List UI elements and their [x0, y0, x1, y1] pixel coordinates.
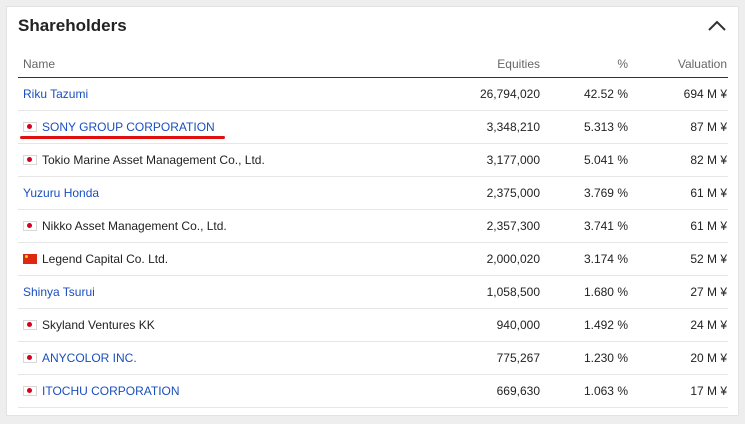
table-row: Yuzuru Honda 2,375,000 3.769 % 61 M ¥ [18, 176, 728, 210]
cell-valuation: 20 M ¥ [628, 341, 728, 375]
shareholder-name-wrap: Yuzuru Honda [23, 186, 99, 200]
table-row: Legend Capital Co. Ltd. 2,000,020 3.174 % 5… [18, 242, 728, 276]
japan-flag-icon [23, 154, 37, 165]
shareholder-name: Skyland Ventures KK [42, 317, 155, 332]
shareholder-link[interactable]: Riku Tazumi [23, 87, 89, 101]
japan-flag-icon [23, 352, 37, 363]
table-row: ANYCOLOR INC. 775,267 1.230 % 20 M ¥ [18, 341, 728, 375]
cell-percent: 1.492 % [540, 308, 628, 342]
column-header-name[interactable]: Name [18, 51, 428, 78]
panel-header: Shareholders [18, 16, 727, 38]
cell-valuation: 52 M ¥ [628, 242, 728, 276]
cell-percent: 1.680 % [540, 275, 628, 309]
cell-valuation: 82 M ¥ [628, 143, 728, 177]
cell-equities: 3,348,210 [428, 110, 540, 144]
table-row: ITOCHU CORPORATION 669,630 1.063 % 17 M ¥ [18, 374, 728, 408]
shareholder-name-wrap: Legend Capital Co. Ltd. [23, 252, 168, 266]
cell-equities: 775,267 [428, 341, 540, 375]
cell-equities: 940,000 [428, 308, 540, 342]
cell-valuation: 61 M ¥ [628, 209, 728, 243]
cell-valuation: 61 M ¥ [628, 176, 728, 210]
table-row: Shinya Tsurui 1,058,500 1.680 % 27 M ¥ [18, 275, 728, 309]
shareholder-name-wrap: Skyland Ventures KK [23, 318, 155, 332]
shareholder-link[interactable]: Yuzuru Honda [23, 186, 100, 200]
cell-name: SONY GROUP CORPORATION [18, 110, 428, 144]
cell-percent: 3.769 % [540, 176, 628, 210]
table-row: Riku Tazumi 26,794,020 42.52 % 694 M ¥ [18, 77, 728, 111]
cell-equities: 26,794,020 [428, 77, 540, 111]
table-row: Tokio Marine Asset Management Co., Ltd. 3… [18, 143, 728, 177]
japan-flag-icon [23, 319, 37, 330]
cell-percent: 5.041 % [540, 143, 628, 177]
shareholder-name-wrap: Riku Tazumi [23, 87, 88, 101]
shareholder-name: Nikko Asset Management Co., Ltd. [42, 218, 227, 233]
cell-valuation: 87 M ¥ [628, 110, 728, 144]
table-header-row: Name Equities % Valuation [18, 51, 728, 78]
cell-percent: 3.174 % [540, 242, 628, 276]
chevron-up-icon[interactable] [707, 18, 727, 34]
cell-percent: 42.52 % [540, 77, 628, 111]
column-header-equities[interactable]: Equities [428, 51, 540, 78]
cell-equities: 3,177,000 [428, 143, 540, 177]
shareholder-name: Legend Capital Co. Ltd. [42, 251, 169, 266]
cell-name: Tokio Marine Asset Management Co., Ltd. [18, 143, 428, 177]
japan-flag-icon [23, 220, 37, 231]
cell-equities: 2,357,300 [428, 209, 540, 243]
column-header-valuation[interactable]: Valuation [628, 51, 728, 78]
column-header-percent[interactable]: % [540, 51, 628, 78]
cell-name: Legend Capital Co. Ltd. [18, 242, 428, 276]
shareholder-name: Tokio Marine Asset Management Co., Ltd. [42, 152, 265, 167]
shareholder-name-wrap: Shinya Tsurui [23, 285, 95, 299]
cell-percent: 1.230 % [540, 341, 628, 375]
shareholder-link[interactable]: ANYCOLOR INC. [42, 350, 137, 365]
shareholder-link[interactable]: SONY GROUP CORPORATION [42, 119, 215, 134]
japan-flag-icon [23, 121, 37, 132]
cell-name: Shinya Tsurui [18, 275, 428, 309]
cell-valuation: 17 M ¥ [628, 374, 728, 408]
china-flag-icon [23, 253, 37, 264]
cell-equities: 2,375,000 [428, 176, 540, 210]
highlight-underline [20, 135, 225, 139]
cell-name: Nikko Asset Management Co., Ltd. [18, 209, 428, 243]
cell-name: ANYCOLOR INC. [18, 341, 428, 375]
panel-title: Shareholders [18, 16, 127, 35]
cell-equities: 1,058,500 [428, 275, 540, 309]
cell-equities: 669,630 [428, 374, 540, 408]
cell-valuation: 27 M ¥ [628, 275, 728, 309]
cell-valuation: 24 M ¥ [628, 308, 728, 342]
table-row: Skyland Ventures KK 940,000 1.492 % 24 M ¥ [18, 308, 728, 342]
cell-name: Skyland Ventures KK [18, 308, 428, 342]
shareholder-link[interactable]: ITOCHU CORPORATION [42, 383, 180, 398]
shareholders-table: Name Equities % Valuation Riku Tazumi 26,… [18, 51, 728, 408]
cell-percent: 3.741 % [540, 209, 628, 243]
japan-flag-icon [23, 385, 37, 396]
shareholders-panel: Shareholders Name Equities % Valuation R… [6, 6, 739, 416]
shareholder-name-wrap: Nikko Asset Management Co., Ltd. [23, 219, 227, 233]
shareholder-name-wrap: SONY GROUP CORPORATION [20, 119, 225, 139]
shareholder-link[interactable]: Shinya Tsurui [23, 285, 95, 299]
shareholder-name-wrap: ANYCOLOR INC. [23, 351, 137, 365]
cell-percent: 5.313 % [540, 110, 628, 144]
table-row: SONY GROUP CORPORATION 3,348,210 5.313 % 87… [18, 110, 728, 144]
table-row: Nikko Asset Management Co., Ltd. 2,357,30… [18, 209, 728, 243]
shareholder-name-wrap: ITOCHU CORPORATION [23, 384, 180, 398]
cell-equities: 2,000,020 [428, 242, 540, 276]
cell-valuation: 694 M ¥ [628, 77, 728, 111]
cell-percent: 1.063 % [540, 374, 628, 408]
cell-name: Riku Tazumi [18, 77, 428, 111]
cell-name: ITOCHU CORPORATION [18, 374, 428, 408]
shareholder-name-wrap: Tokio Marine Asset Management Co., Ltd. [23, 153, 265, 167]
cell-name: Yuzuru Honda [18, 176, 428, 210]
